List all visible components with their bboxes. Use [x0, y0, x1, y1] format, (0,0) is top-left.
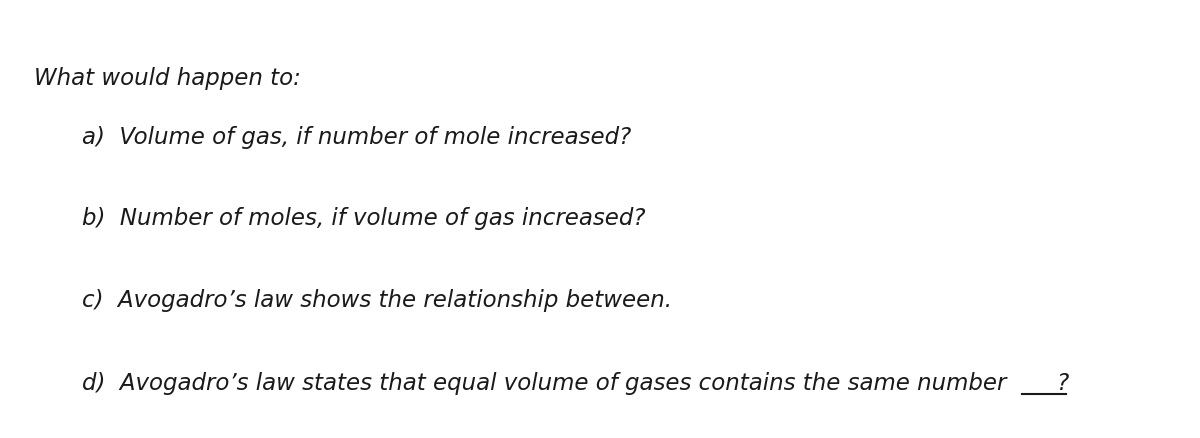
- Text: a)  Volume of gas, if number of mole increased?: a) Volume of gas, if number of mole incr…: [82, 127, 631, 149]
- Text: d)  Avogadro’s law states that equal volume of gases contains the same number   : d) Avogadro’s law states that equal volu…: [82, 372, 1069, 395]
- Text: c)  Avogadro’s law shows the relationship between.: c) Avogadro’s law shows the relationship…: [82, 289, 672, 311]
- Text: What would happen to:: What would happen to:: [34, 67, 300, 90]
- Text: b)  Number of moles, if volume of gas increased?: b) Number of moles, if volume of gas inc…: [82, 208, 646, 230]
